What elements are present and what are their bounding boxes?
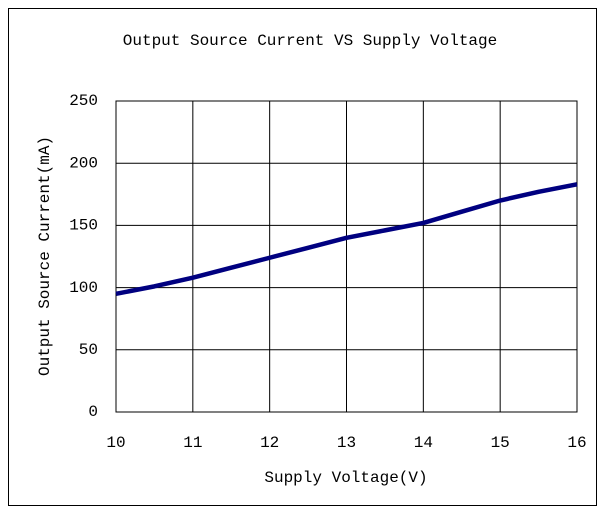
- frame: [8, 8, 597, 506]
- y-tick-label: 100: [69, 279, 98, 297]
- y-tick-label: 50: [79, 341, 98, 359]
- y-tick-label: 250: [69, 92, 98, 110]
- x-tick-label: 12: [260, 434, 279, 452]
- x-tick-label: 11: [183, 434, 202, 452]
- x-tick-label: 16: [567, 434, 586, 452]
- plot-border: [115, 100, 578, 413]
- y-tick-label: 150: [69, 217, 98, 235]
- y-axis-label: Output Source Current(mA): [36, 136, 54, 376]
- x-tick-label: 15: [491, 434, 510, 452]
- x-tick-label: 14: [414, 434, 433, 452]
- y-tick-label: 200: [69, 154, 98, 172]
- data-line: [115, 182, 578, 297]
- x-axis-label: Supply Voltage(V): [264, 469, 427, 487]
- y-tick-label: 0: [88, 403, 98, 421]
- x-tick-label: 10: [106, 434, 125, 452]
- x-tick-label: 13: [337, 434, 356, 452]
- chart-title: Output Source Current VS Supply Voltage: [123, 32, 497, 50]
